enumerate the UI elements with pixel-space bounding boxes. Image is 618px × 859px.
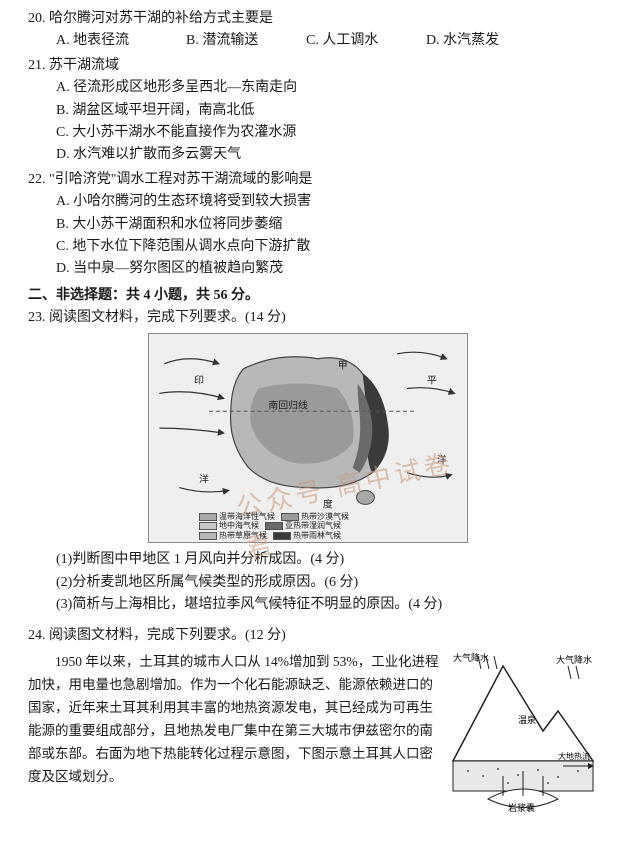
q24-title: 24. 阅读图文材料，完成下列要求。(12 分): [28, 625, 598, 647]
q21-opt-a: A. 径流形成区地形多呈西北—东南走向: [28, 77, 598, 99]
q20-opt-c: C. 人工调水: [306, 30, 426, 52]
q20-options: A. 地表径流 B. 潜流输送 C. 人工调水 D. 水汽蒸发: [28, 30, 598, 52]
label-yin: 印: [194, 375, 204, 387]
q23-title: 23. 阅读图文材料，完成下列要求。(14 分): [28, 307, 598, 329]
q24-paragraph: 1950 年以来，土耳其的城市人口从 14%增加到 53%，工业化进程加快，用电…: [28, 651, 440, 789]
label-ping: 平: [427, 376, 437, 387]
question-20: 20. 哈尔腾河对苏干湖的补给方式主要是 A. 地表径流 B. 潜流输送 C. …: [28, 8, 598, 53]
label-tropic: 南回归线: [268, 399, 308, 412]
question-24: 24. 阅读图文材料，完成下列要求。(12 分) 1950 年以来，土耳其的城市…: [28, 625, 598, 821]
label-du: 度: [323, 498, 333, 511]
q21-text: 苏干湖流域: [49, 58, 119, 73]
fig-magma: 岩浆囊: [508, 802, 535, 813]
q22-opt-d: D. 当中泉—努尔图区的植被趋向繁茂: [28, 258, 598, 280]
q20-opt-b: B. 潜流输送: [186, 30, 306, 52]
section-2-title: 二、非选择题：共 4 小题，共 56 分。: [28, 285, 598, 307]
label-jia: 甲: [338, 361, 348, 372]
q23-sub2: (2)分析麦凯地区所属气候类型的形成原因。(6 分): [28, 572, 598, 594]
australia-map: 印 平 洋 洋 甲 南回归线 度 公众号 高中试卷君 温带海洋性气候 热带沙漠气…: [148, 333, 468, 543]
q21-stem: 21. 苏干湖流域: [28, 55, 598, 77]
q22-opt-a: A. 小哈尔腾河的生态环境将受到较大损害: [28, 191, 598, 213]
question-21: 21. 苏干湖流域 A. 径流形成区地形多呈西北—东南走向 B. 湖盆区域平坦开…: [28, 55, 598, 167]
q20-opt-a: A. 地表径流: [56, 30, 186, 52]
label-yang: 洋: [437, 453, 447, 466]
q20-opt-d: D. 水汽蒸发: [426, 30, 499, 52]
q20-text: 哈尔腾河对苏干湖的补给方式主要是: [49, 11, 273, 26]
legend-4: 亚热带湿润气候: [285, 521, 341, 530]
fig-flow: 大地热流: [558, 751, 590, 761]
legend-5: 热带草原气候: [219, 531, 267, 540]
q22-opt-c: C. 地下水位下降范围从调水点向下游扩散: [28, 236, 598, 258]
q20-num: 20.: [28, 11, 46, 26]
label-yang2: 洋: [199, 473, 209, 486]
q21-opt-b: B. 湖盆区域平坦开阔，南高北低: [28, 100, 598, 122]
question-23: 23. 阅读图文材料，完成下列要求。(14 分): [28, 307, 598, 617]
map-legend: 温带海洋性气候 热带沙漠气候 地中海气候 亚热带湿润气候 热带草原气候 热带雨林…: [199, 512, 349, 541]
geothermal-diagram: 大气降水 大气降水 温泉 大地热流 岩浆囊: [448, 651, 598, 821]
legend-1: 温带海洋性气候: [219, 512, 275, 521]
legend-6: 热带雨林气候: [293, 531, 341, 540]
q21-opt-c: C. 大小苏干湖水不能直接作为农灌水源: [28, 122, 598, 144]
q22-stem: 22. "引哈济党"调水工程对苏干湖流域的影响是: [28, 169, 598, 191]
q21-opt-d: D. 水汽难以扩散而多云雾天气: [28, 144, 598, 166]
q22-num: 22.: [28, 172, 46, 187]
legend-3: 地中海气候: [219, 521, 259, 530]
fig-rain-r: 大气降水: [556, 654, 592, 665]
q20-stem: 20. 哈尔腾河对苏干湖的补给方式主要是: [28, 8, 598, 30]
question-22: 22. "引哈济党"调水工程对苏干湖流域的影响是 A. 小哈尔腾河的生态环境将受…: [28, 169, 598, 281]
fig-hot: 温泉: [518, 714, 536, 725]
q21-num: 21.: [28, 58, 46, 73]
q23-sub1: (1)判断图中甲地区 1 月风向并分析成因。(4 分): [28, 549, 598, 571]
fig-rain-l: 大气降水: [453, 652, 489, 663]
q22-opt-b: B. 大小苏干湖面积和水位将同步萎缩: [28, 214, 598, 236]
q22-text: "引哈济党"调水工程对苏干湖流域的影响是: [49, 172, 312, 187]
q23-sub3: (3)简析与上海相比，堪培拉季风气候特征不明显的原因。(4 分): [28, 594, 598, 616]
legend-2: 热带沙漠气候: [301, 512, 349, 521]
